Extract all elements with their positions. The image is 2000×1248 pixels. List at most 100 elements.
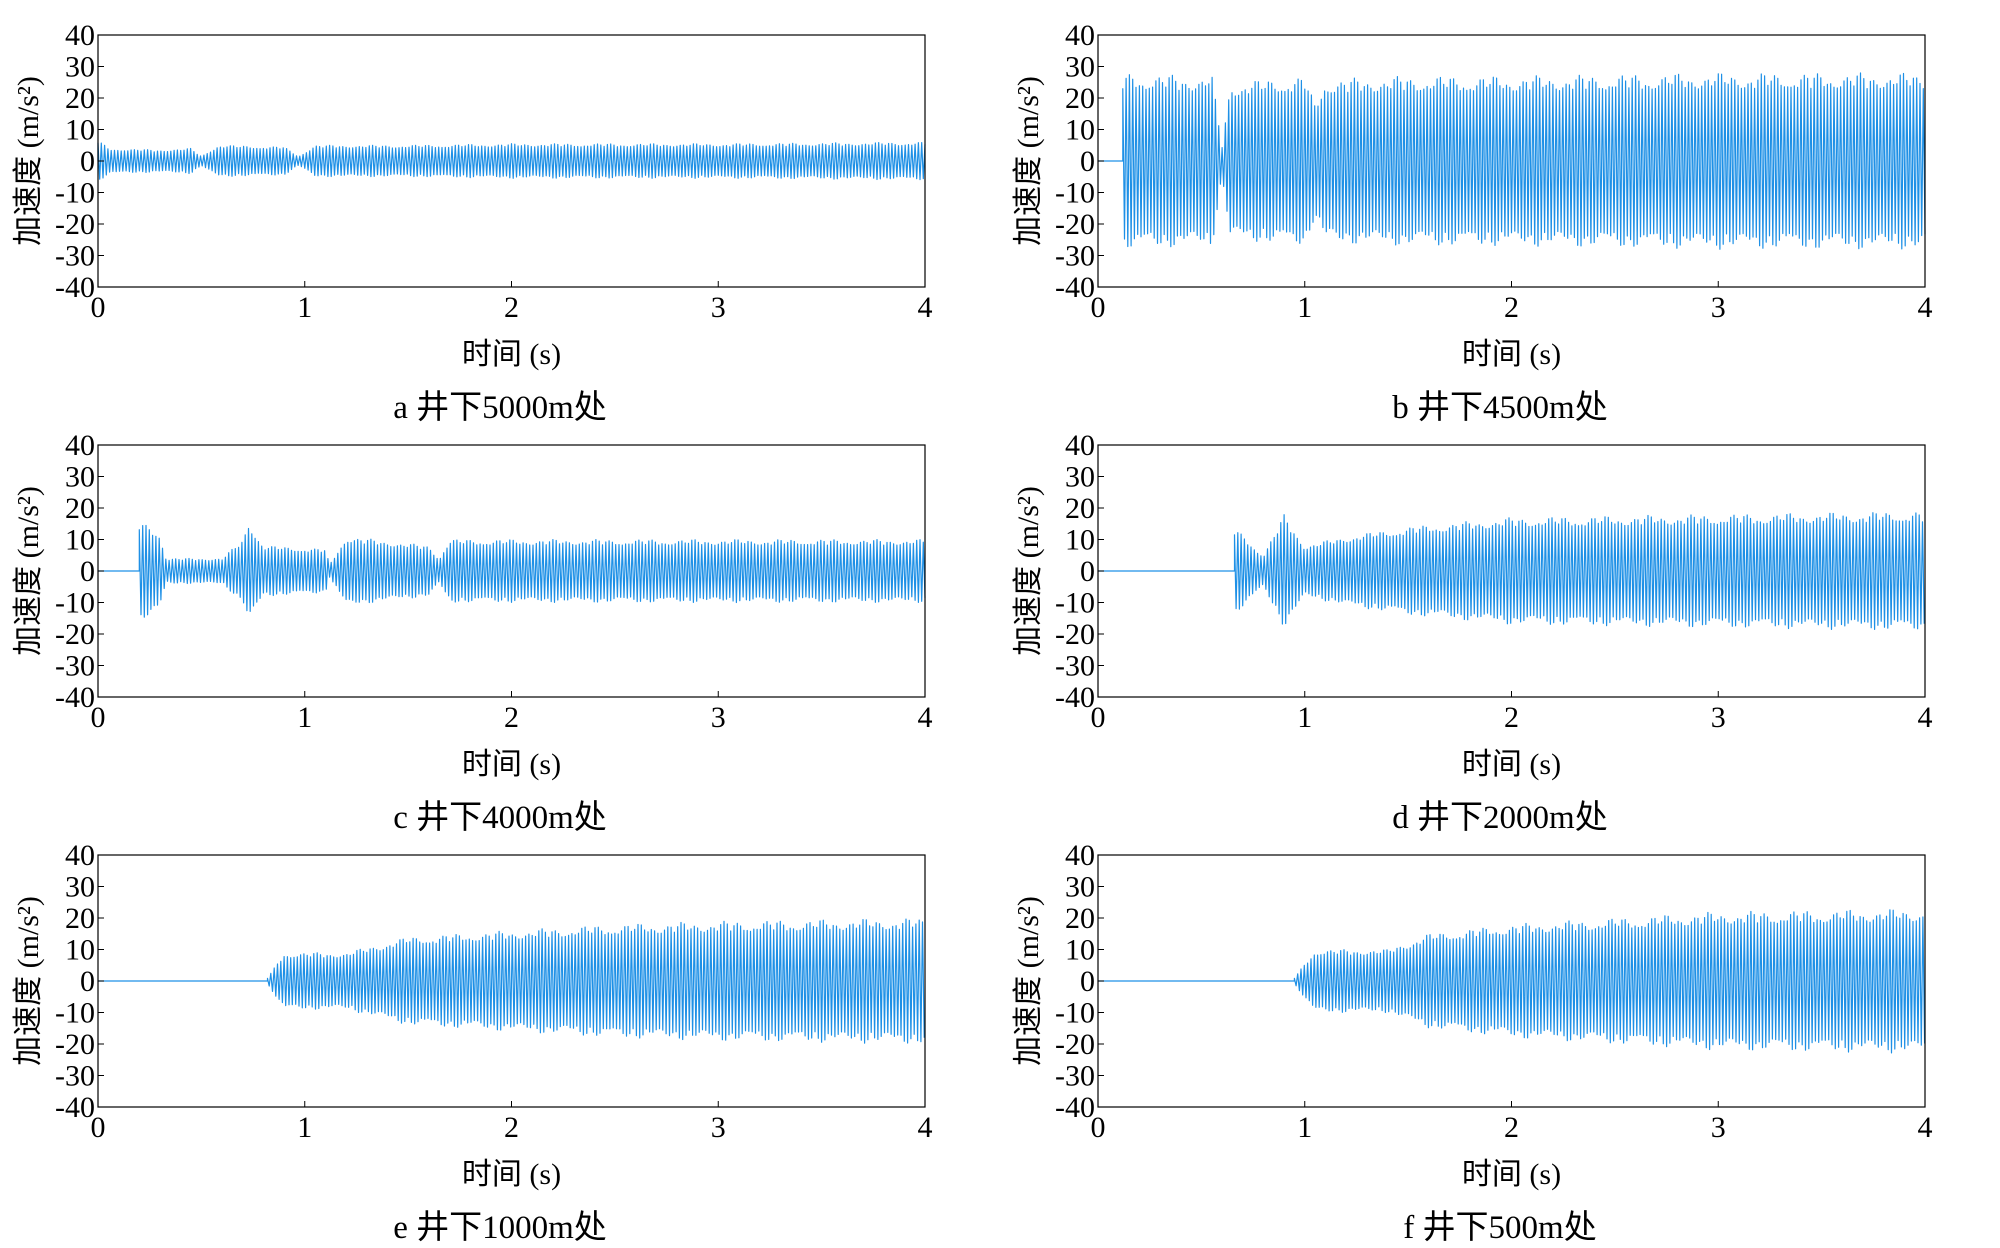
- x-tick-label: 1: [1297, 291, 1312, 324]
- y-tick-label: 0: [80, 145, 95, 178]
- x-tick-label: 4: [1918, 1111, 1933, 1144]
- x-tick-label: 3: [1711, 291, 1726, 324]
- signal-line: [1098, 512, 1925, 630]
- y-tick-label: -30: [55, 240, 95, 273]
- y-tick-label: 40: [1065, 19, 1095, 52]
- y-tick-label: -10: [55, 587, 95, 620]
- x-tick-label: 2: [504, 1111, 519, 1144]
- signal-line: [97, 142, 926, 181]
- chart-panel-b: 40 30 20 10 0 -10 -20 -30 -40 0 1 2 3 4 时间 (s) 加速度 (m/s…: [1000, 0, 2000, 426]
- x-tick-label: 0: [91, 1111, 106, 1144]
- y-tick-label: -40: [55, 271, 95, 304]
- x-tick-label: 0: [91, 701, 106, 734]
- x-axis-title: 时间 (s): [462, 338, 561, 371]
- y-tick-label: 20: [65, 902, 95, 935]
- chart-panel-a: 40 30 20 10 0 -10 -20 -30 -40 0 1 2 3 4 时间 (s) 加速度 (m/s…: [0, 0, 1000, 426]
- y-axis-title: 加速度 (m/s²): [12, 896, 45, 1066]
- x-tick-label: 3: [711, 291, 726, 324]
- x-tick-label: 0: [1091, 291, 1106, 324]
- y-tick-label: -30: [55, 650, 95, 683]
- x-axis-title: 时间 (s): [462, 1158, 561, 1191]
- y-tick-label: 30: [1065, 461, 1095, 494]
- y-tick-label: 40: [1065, 429, 1095, 462]
- y-tick-label: -40: [55, 1091, 95, 1124]
- y-tick-label: 10: [65, 934, 95, 967]
- x-tick-label: 3: [1711, 1111, 1726, 1144]
- x-tick-label: 2: [504, 701, 519, 734]
- y-tick-label: -30: [55, 1060, 95, 1093]
- x-tick-label: 4: [918, 1111, 933, 1144]
- y-tick-label: 20: [1065, 902, 1095, 935]
- y-tick-label: 30: [1065, 51, 1095, 84]
- y-tick-label: 40: [65, 19, 95, 52]
- signal-line: [98, 524, 926, 618]
- y-tick-label: 20: [1065, 82, 1095, 115]
- x-tick-label: 0: [91, 291, 106, 324]
- y-axis-title: 加速度 (m/s²): [12, 486, 45, 656]
- chart-panel-e: 40 30 20 10 0 -10 -20 -30 -40 0 1 2 3 4 时间 (s) 加速度 (m/s…: [0, 820, 1000, 1246]
- y-tick-label: 20: [65, 492, 95, 525]
- x-tick-label: 4: [918, 701, 933, 734]
- x-tick-label: 4: [1918, 291, 1933, 324]
- chart-caption: c 井下4000m处: [393, 800, 607, 836]
- chart-panel-c: 40 30 20 10 0 -10 -20 -30 -40 0 1 2 3 4 时间 (s) 加速度 (m/s…: [0, 410, 1000, 836]
- signal-line: [1098, 909, 1926, 1054]
- y-tick-label: -20: [1055, 1028, 1095, 1061]
- plot-frame: [97, 34, 926, 288]
- y-tick-label: -20: [55, 208, 95, 241]
- y-tick-label: -10: [55, 177, 95, 210]
- y-tick-label: -40: [1055, 1091, 1095, 1124]
- chart-caption: b 井下4500m处: [1392, 390, 1608, 426]
- chart-panel-d: 40 30 20 10 0 -10 -20 -30 -40 0 1 2 3 4 时间 (s) 加速度 (m/s…: [1000, 410, 2000, 836]
- y-tick-label: 10: [65, 114, 95, 147]
- y-tick-label: -20: [55, 618, 95, 651]
- x-axis-title: 时间 (s): [462, 748, 561, 781]
- x-tick-label: 2: [1504, 1111, 1519, 1144]
- y-tick-label: 0: [80, 555, 95, 588]
- y-tick-label: -40: [1055, 271, 1095, 304]
- y-tick-label: 10: [1065, 934, 1095, 967]
- y-tick-label: 20: [65, 82, 95, 115]
- y-axis-title: 加速度 (m/s²): [1012, 76, 1045, 246]
- x-tick-label: 3: [711, 1111, 726, 1144]
- x-axis-title: 时间 (s): [1462, 1158, 1561, 1191]
- chart-caption: d 井下2000m处: [1392, 800, 1608, 836]
- y-tick-label: -20: [55, 1028, 95, 1061]
- y-tick-label: 10: [1065, 114, 1095, 147]
- y-tick-label: 30: [1065, 871, 1095, 904]
- y-tick-label: 0: [1080, 965, 1095, 998]
- y-tick-label: -10: [1055, 587, 1095, 620]
- plot-frame: [97, 444, 926, 698]
- x-tick-label: 2: [1504, 291, 1519, 324]
- x-tick-label: 4: [1918, 701, 1933, 734]
- signal-line: [1098, 72, 1926, 250]
- y-axis-title: 加速度 (m/s²): [12, 76, 45, 246]
- y-tick-label: 30: [65, 51, 95, 84]
- y-tick-label: 20: [1065, 492, 1095, 525]
- y-tick-label: -30: [1055, 240, 1095, 273]
- y-tick-label: 40: [65, 429, 95, 462]
- x-tick-label: 1: [297, 701, 312, 734]
- x-tick-label: 2: [1504, 701, 1519, 734]
- chart-caption: e 井下1000m处: [393, 1210, 607, 1246]
- y-tick-label: 0: [1080, 555, 1095, 588]
- x-tick-label: 1: [297, 291, 312, 324]
- y-tick-label: -30: [1055, 1060, 1095, 1093]
- y-tick-label: -40: [1055, 681, 1095, 714]
- x-tick-label: 3: [711, 701, 726, 734]
- y-tick-label: 40: [65, 839, 95, 872]
- x-tick-label: 1: [1297, 701, 1312, 734]
- y-tick-label: -10: [55, 997, 95, 1030]
- x-tick-label: 0: [1091, 701, 1106, 734]
- x-tick-label: 2: [504, 291, 519, 324]
- x-tick-label: 3: [1711, 701, 1726, 734]
- y-tick-label: -10: [1055, 997, 1095, 1030]
- chart-panel-f: 40 30 20 10 0 -10 -20 -30 -40 0 1 2 3 4 时间 (s) 加速度 (m/s…: [1000, 820, 2000, 1246]
- y-tick-label: -10: [1055, 177, 1095, 210]
- x-tick-label: 1: [1297, 1111, 1312, 1144]
